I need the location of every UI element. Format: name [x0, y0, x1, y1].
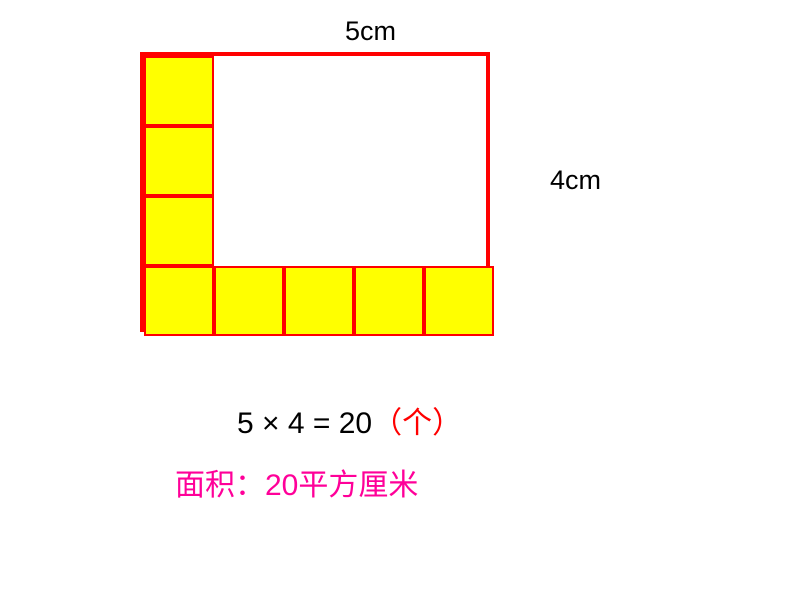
width-label: 5cm — [345, 16, 396, 47]
equation-expression: 5 × 4 = 20 — [237, 407, 372, 440]
area-prefix: 面积： — [175, 469, 265, 502]
area-line: 面积：20平方厘米 — [175, 460, 418, 504]
area-value: 20 — [265, 469, 298, 502]
unit-square — [144, 266, 214, 336]
unit-square — [424, 266, 494, 336]
diagram-canvas: 5cm 4cm 5 × 4 = 20（个） 面积：20平方厘米 — [0, 0, 794, 596]
unit-square — [214, 266, 284, 336]
unit-square — [144, 126, 214, 196]
unit-square — [284, 266, 354, 336]
equation-unit: （个） — [372, 407, 462, 440]
unit-square — [144, 196, 214, 266]
unit-square — [354, 266, 424, 336]
height-label: 4cm — [550, 165, 601, 196]
unit-square — [144, 56, 214, 126]
equation-line: 5 × 4 = 20（个） — [237, 398, 462, 442]
area-unit: 平方厘米 — [298, 469, 418, 502]
